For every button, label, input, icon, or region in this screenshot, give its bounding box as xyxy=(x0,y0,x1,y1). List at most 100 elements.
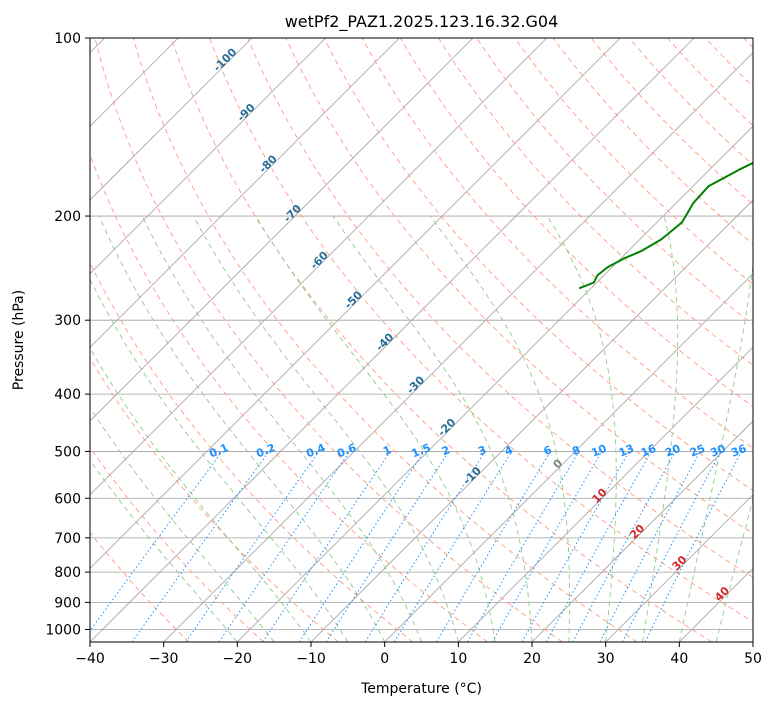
isotherm-line xyxy=(90,38,474,422)
y-tick-label: 200 xyxy=(54,209,81,225)
mixing-ratio-label: 20 xyxy=(663,442,682,460)
dry-adiabat-line xyxy=(285,38,753,535)
x-tick-label: −30 xyxy=(149,651,179,667)
dry-adiabat-line xyxy=(590,38,753,206)
mixing-ratio-label: 13 xyxy=(617,442,636,460)
mixing-ratio-label: 0.1 xyxy=(207,441,230,460)
moist-adiabat-line xyxy=(430,215,571,642)
mixing-ratio-label: 6 xyxy=(542,443,554,458)
mixing-ratio-line xyxy=(644,451,742,642)
dry-adiabat-line xyxy=(90,357,339,642)
mixing-ratio-label: 36 xyxy=(729,442,748,460)
isotherm-line xyxy=(679,567,753,642)
isotherm-line xyxy=(90,38,326,275)
moist-adiabat-line xyxy=(90,278,349,642)
dry-adiabat-label: -40 xyxy=(373,330,396,353)
mixing-ratio-label: 2 xyxy=(440,443,452,458)
y-tick-label: 400 xyxy=(54,387,81,403)
dry-adiabat-line xyxy=(743,38,753,49)
dry-adiabat-label: -30 xyxy=(404,373,427,396)
mixing-ratio-line xyxy=(325,451,450,642)
mixing-ratio-line xyxy=(521,451,630,642)
dry-adiabat-label: -80 xyxy=(257,152,280,175)
temperature-profile-line xyxy=(758,38,775,288)
plot-frame xyxy=(89,37,754,643)
isotherm-line xyxy=(605,494,753,642)
moist-adiabat-line xyxy=(141,215,422,642)
isotherm-line xyxy=(384,273,753,642)
dry-adiabat-line xyxy=(132,38,638,642)
moist-adiabat-line xyxy=(255,215,496,642)
dry-adiabat-line xyxy=(90,153,488,642)
x-tick-label: 40 xyxy=(670,651,688,667)
dry-adiabat-line xyxy=(209,38,753,623)
mixing-ratio-label: 4 xyxy=(503,443,515,458)
mixing-ratio-label: 3 xyxy=(476,443,488,458)
chart-title: wetPf2_PAZ1.2025.123.16.32.G04 xyxy=(285,12,559,32)
moist-adiabat-line xyxy=(546,215,617,642)
dry-adiabat-label: -70 xyxy=(281,202,304,225)
x-tick-label: −10 xyxy=(296,651,326,667)
dry-adiabat-label: -90 xyxy=(235,101,258,124)
mixing-ratio-line xyxy=(298,451,425,642)
dry-adiabat-label: -60 xyxy=(308,249,331,272)
moist-adiabat-label: 30 xyxy=(670,553,690,573)
x-tick-label: −20 xyxy=(223,651,253,667)
isotherm-line xyxy=(90,38,621,569)
mixing-ratio-line xyxy=(131,451,270,642)
mixing-ratio-line xyxy=(185,451,320,642)
mixing-ratio-label: 16 xyxy=(639,442,658,460)
mixing-ratio-line xyxy=(467,451,580,642)
isotherm-line xyxy=(752,641,753,642)
moist-adiabat-line xyxy=(90,459,238,642)
moist-adiabat-line xyxy=(678,261,753,642)
dry-adiabat-line xyxy=(667,38,753,127)
y-tick-label: 600 xyxy=(54,491,81,507)
dry-adiabat-label: -10 xyxy=(461,464,484,487)
dry-adiabat-line xyxy=(90,446,264,642)
mixing-ratio-line xyxy=(218,451,351,642)
mixing-ratio-label: 0.4 xyxy=(304,441,327,460)
y-tick-label: 1000 xyxy=(45,622,81,638)
mixing-ratio-line xyxy=(545,451,652,642)
mixing-ratio-label: 0.2 xyxy=(254,441,277,460)
x-tick-label: 0 xyxy=(380,651,389,667)
dry-adiabat-line xyxy=(94,38,563,642)
dry-adiabat-line xyxy=(90,261,414,642)
x-tick-label: 10 xyxy=(449,651,467,667)
background-lines xyxy=(90,38,753,642)
y-tick-label: 700 xyxy=(54,531,81,547)
y-tick-label: 300 xyxy=(54,313,81,329)
dry-adiabat-line xyxy=(514,38,753,285)
mixing-ratio-label: 10 xyxy=(589,442,608,460)
isotherm-line xyxy=(458,346,753,642)
dry-adiabat-line xyxy=(170,38,712,642)
dry-adiabat-line xyxy=(705,38,753,88)
isotherm-line xyxy=(90,38,253,201)
x-axis: −40 −30 −20 −10 0 10 20 30 40 50 xyxy=(75,642,762,667)
mixing-ratio-line xyxy=(572,451,676,642)
mixing-ratio-label: 25 xyxy=(688,442,707,460)
dry-adiabat-label: -50 xyxy=(342,288,365,311)
x-tick-label: 20 xyxy=(523,651,541,667)
x-tick-label: 50 xyxy=(744,651,762,667)
x-tick-label: 30 xyxy=(597,651,615,667)
mixing-ratio-line xyxy=(262,451,391,642)
mixing-ratio-line xyxy=(393,451,513,642)
mixing-ratio-label: 1 xyxy=(381,443,393,458)
moist-adiabat-label: 20 xyxy=(627,521,647,541)
mixing-ratio-line xyxy=(621,451,722,642)
y-tick-label: 900 xyxy=(54,595,81,611)
mixing-ratio-label: 30 xyxy=(708,442,727,460)
moist-adiabat-line xyxy=(193,215,459,642)
mixing-ratio-line xyxy=(435,451,552,642)
isotherm-line xyxy=(90,38,400,348)
y-tick-label: 100 xyxy=(54,31,81,47)
moist-adiabat-label: 10 xyxy=(590,486,610,506)
moist-adiabat-line xyxy=(90,347,312,642)
y-tick-label: 500 xyxy=(54,444,81,460)
isotherm-line xyxy=(237,125,753,642)
dry-adiabat-line xyxy=(399,38,753,407)
isotherm-line xyxy=(163,52,753,642)
